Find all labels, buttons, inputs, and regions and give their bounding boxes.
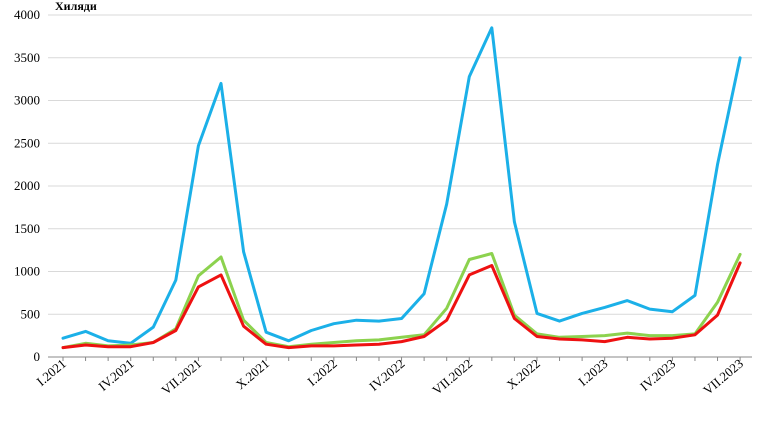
x-tick-label: X.2022 [504, 356, 543, 392]
x-tick-label: I.2023 [575, 356, 610, 389]
y-tick-label: 2500 [14, 135, 40, 150]
x-tick-label: VII.2022 [429, 356, 475, 398]
y-tick-label: 2000 [14, 178, 40, 193]
y-tick-label: 4000 [14, 7, 40, 22]
y-tick-label: 1500 [14, 221, 40, 236]
grid-lines [48, 14, 752, 315]
y-tick-label: 0 [34, 349, 41, 364]
x-tick-label: VII.2021 [158, 356, 204, 398]
x-tick-label: IV.2021 [95, 356, 136, 394]
y-axis-label: Хиляди [55, 0, 97, 13]
x-tick-labels: I.2021 IV.2021 VII.2021 X.2021 I.2022 IV.2022… [34, 356, 746, 398]
x-tick-label: X.2021 [233, 356, 272, 392]
x-tick-label: I.2022 [304, 356, 339, 389]
y-tick-label: 3500 [14, 50, 40, 65]
series-line-3 [61, 261, 742, 350]
x-tick-label: IV.2022 [366, 356, 407, 394]
y-tick-label: 3000 [14, 93, 40, 108]
series-line-1 [61, 26, 742, 345]
y-tick-label: 1000 [14, 264, 40, 279]
y-tick-label: 500 [21, 306, 41, 321]
x-tick-label: IV.2023 [637, 356, 678, 394]
y-tick-labels: 0 500 1000 1500 2000 2500 3000 3500 4000 [14, 7, 40, 364]
series-lines [61, 26, 742, 350]
x-tick-label: VII.2023 [700, 356, 746, 398]
